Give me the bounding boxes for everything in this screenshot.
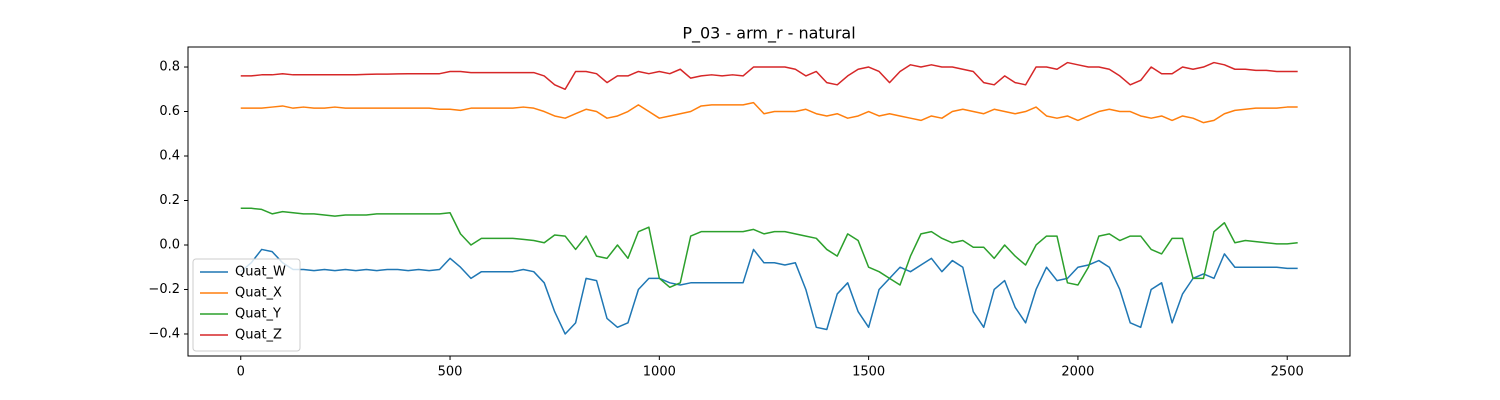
x-tick-label: 1500 (852, 365, 885, 380)
axes-frame (187, 46, 1351, 357)
x-tick-label: 1000 (643, 365, 676, 380)
legend-box (192, 258, 301, 352)
y-tick-label: 0.2 (159, 193, 180, 208)
legend-label: Quat_W (235, 265, 286, 280)
y-tick-label: 0.0 (159, 237, 180, 252)
legend-label: Quat_Y (235, 307, 281, 322)
legend-label: Quat_X (235, 286, 282, 301)
y-tick-label: 0.4 (159, 149, 180, 164)
series-line (240, 248, 1298, 335)
y-tick-label: −0.2 (148, 282, 180, 297)
x-tick-label: 0 (237, 365, 245, 380)
series-line (240, 207, 1298, 289)
chart-title: P_03 - arm_r - natural (682, 24, 855, 44)
y-tick-label: 0.6 (159, 104, 180, 119)
x-tick-label: 2000 (1061, 365, 1094, 380)
plot-area (240, 61, 1298, 335)
series-line (240, 61, 1298, 91)
legend-label: Quat_Z (235, 328, 282, 343)
x-tick-label: 500 (438, 365, 463, 380)
series-line (240, 101, 1298, 124)
y-tick-label: −0.4 (148, 326, 180, 341)
y-tick-label: 0.8 (159, 60, 180, 75)
x-tick-label: 2500 (1271, 365, 1304, 380)
